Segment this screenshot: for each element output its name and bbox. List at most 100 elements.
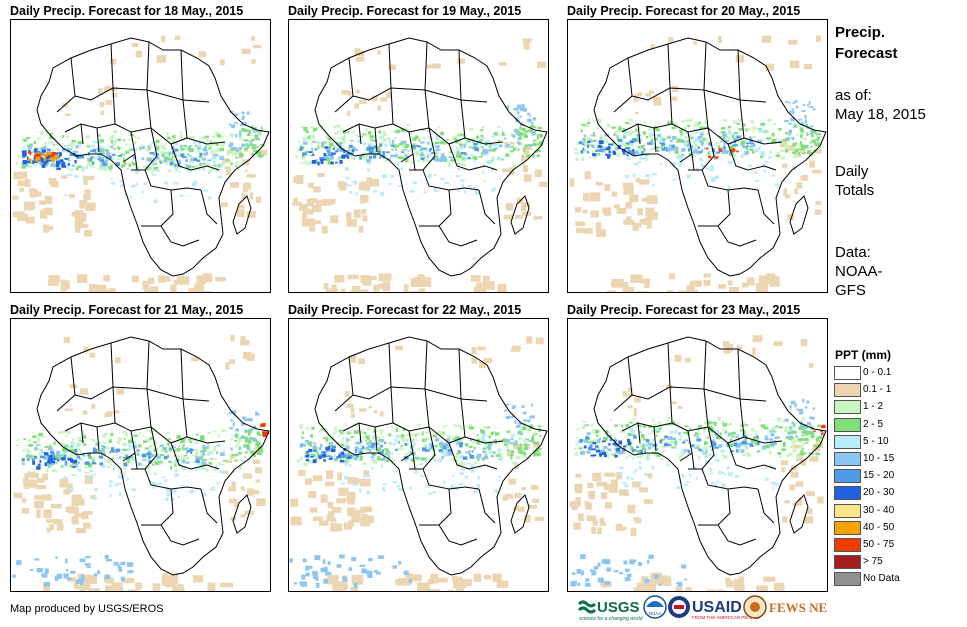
- precip-cell: [672, 419, 676, 423]
- precip-cell: [342, 138, 346, 140]
- precip-cell: [313, 127, 318, 131]
- precip-cell: [760, 154, 765, 157]
- precip-cell: [57, 431, 62, 434]
- precip-cell: [365, 183, 371, 192]
- precip-cell: [476, 453, 482, 458]
- precip-cell: [422, 160, 425, 162]
- precip-cell: [640, 453, 644, 457]
- precip-cell: [703, 147, 709, 150]
- precip-cell: [510, 348, 519, 352]
- precip-cell: [492, 143, 495, 146]
- precip-cell: [814, 139, 819, 142]
- precip-cell: [526, 130, 530, 132]
- precip-cell: [240, 123, 245, 126]
- precip-cell: [36, 466, 41, 470]
- usgs-tagline: science for a changing world: [579, 616, 643, 622]
- precip-cell: [333, 430, 337, 433]
- precip-cell: [388, 452, 393, 456]
- precip-cell: [689, 134, 693, 138]
- precip-cell: [362, 142, 367, 146]
- precip-cell: [423, 147, 427, 150]
- precip-cell: [346, 448, 350, 452]
- precip-cell: [21, 146, 26, 149]
- precip-cell: [231, 152, 237, 156]
- country-border: [342, 386, 394, 432]
- precip-cell: [400, 128, 405, 133]
- precip-cell: [659, 139, 662, 143]
- precip-cell: [65, 135, 70, 138]
- precip-cell: [652, 173, 657, 176]
- precip-cell: [425, 149, 429, 153]
- precip-cell: [151, 132, 155, 135]
- precip-cell: [718, 149, 723, 152]
- precip-cell: [308, 565, 313, 569]
- country-border: [727, 143, 777, 171]
- country-border: [424, 49, 462, 101]
- precip-cell: [336, 456, 339, 459]
- precip-cell: [595, 445, 599, 448]
- precip-cell: [159, 454, 165, 456]
- precip-cell: [584, 171, 591, 180]
- precip-cell: [161, 576, 167, 586]
- precip-cell: [663, 146, 667, 149]
- precip-cell: [51, 503, 62, 509]
- precip-cell: [519, 428, 524, 431]
- precip-cell: [202, 149, 206, 152]
- precip-cell: [711, 449, 714, 451]
- precip-cell: [323, 153, 327, 157]
- precip-cell: [814, 209, 822, 215]
- precip-cell: [391, 144, 395, 147]
- precip-cell: [676, 422, 680, 426]
- precip-cell: [505, 493, 513, 499]
- precip-cell: [133, 434, 139, 437]
- precip-cell: [583, 134, 586, 138]
- precip-cell: [99, 148, 105, 153]
- precip-cell: [186, 450, 190, 453]
- precip-cell: [163, 456, 168, 460]
- precip-cell: [248, 140, 253, 143]
- precip-cell: [434, 141, 439, 144]
- precip-cell: [791, 441, 795, 444]
- precip-cell: [522, 38, 532, 43]
- precip-cell: [657, 421, 662, 424]
- precip-cell: [799, 410, 804, 415]
- precip-cell: [448, 156, 453, 158]
- precip-cell: [185, 159, 188, 163]
- precip-cell: [50, 155, 54, 158]
- precip-cell: [771, 431, 775, 435]
- precip-cell: [635, 111, 639, 115]
- precip-cell: [609, 418, 612, 421]
- precip-cell: [44, 164, 49, 166]
- precip-cell: [434, 152, 438, 154]
- country-border: [412, 452, 416, 470]
- logo-strip: USGS science for a changing world NOAA U…: [577, 594, 836, 622]
- precip-cell: [578, 141, 582, 145]
- precip-cell: [234, 440, 237, 442]
- precip-cell: [340, 482, 345, 485]
- precip-cell: [101, 464, 106, 468]
- precip-cell: [224, 166, 227, 169]
- precip-cell: [171, 139, 176, 143]
- country-border: [637, 123, 641, 145]
- precip-cell: [294, 175, 302, 182]
- precip-cell: [106, 152, 110, 157]
- precip-cell: [176, 276, 190, 285]
- precip-cell: [114, 483, 119, 487]
- precip-cell: [174, 589, 185, 591]
- precip-cell: [644, 578, 650, 584]
- precip-cell: [80, 580, 91, 590]
- precip-cell: [61, 135, 65, 138]
- country-border: [743, 137, 783, 145]
- precip-cell: [628, 287, 635, 292]
- madagascar-outline: [510, 195, 530, 235]
- precip-cell: [715, 142, 720, 145]
- precip-cell: [252, 439, 257, 442]
- precip-cell: [241, 118, 245, 120]
- precip-cell: [498, 438, 502, 443]
- precip-cell: [218, 155, 224, 158]
- precip-cell: [152, 152, 157, 157]
- precip-cell: [597, 527, 602, 535]
- precip-cell: [16, 444, 19, 447]
- precip-cell: [807, 104, 809, 107]
- precip-cell: [301, 574, 306, 580]
